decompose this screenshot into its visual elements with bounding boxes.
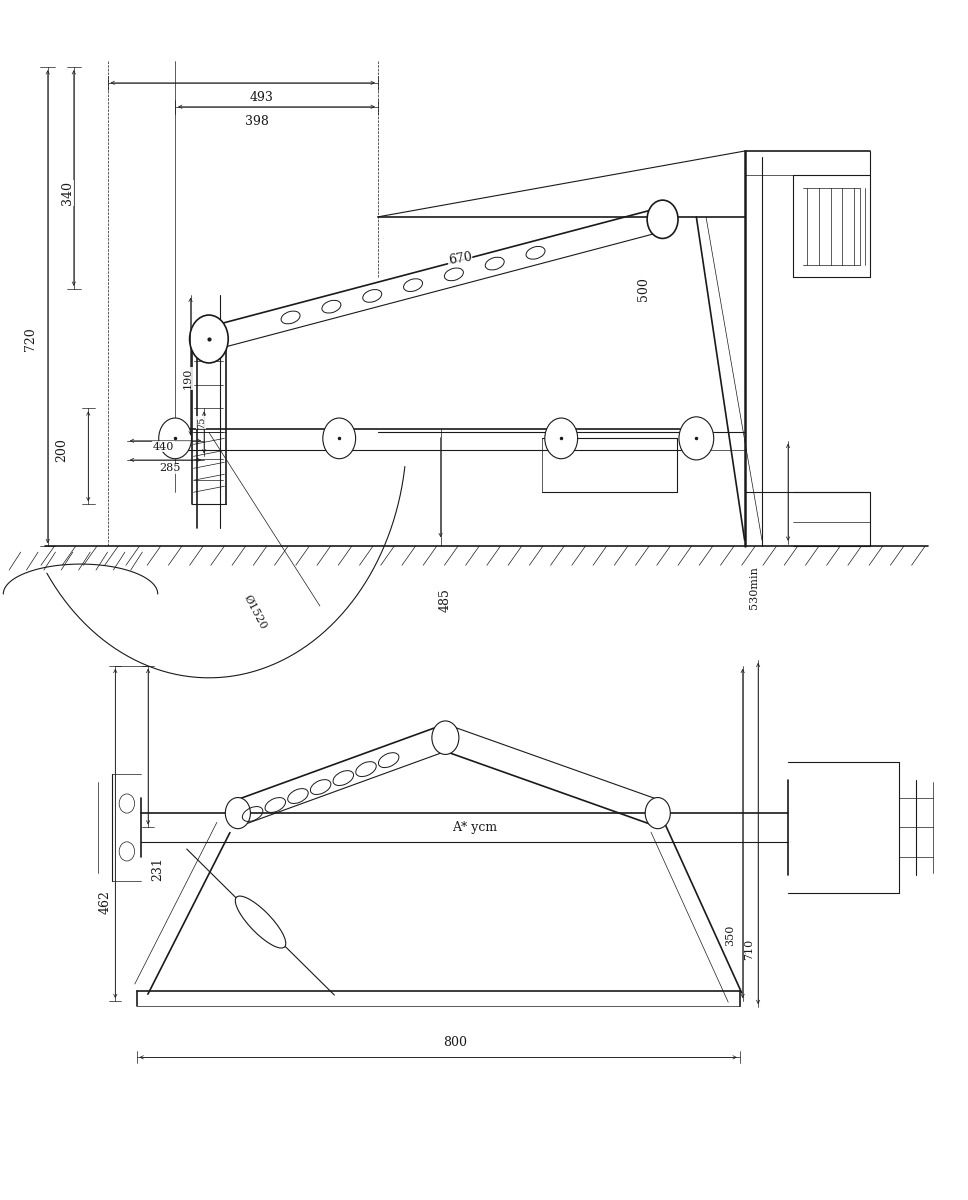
Text: 493: 493 xyxy=(250,91,274,103)
Circle shape xyxy=(646,798,670,829)
Circle shape xyxy=(648,200,678,239)
Text: 350: 350 xyxy=(725,924,735,946)
Circle shape xyxy=(432,721,459,755)
Circle shape xyxy=(679,416,713,460)
Text: 485: 485 xyxy=(439,588,452,612)
Circle shape xyxy=(545,418,578,458)
Ellipse shape xyxy=(235,896,286,948)
Text: 670: 670 xyxy=(447,251,472,268)
Circle shape xyxy=(322,418,355,458)
Text: 530min: 530min xyxy=(749,566,759,610)
Text: 231: 231 xyxy=(151,858,165,881)
Text: 500: 500 xyxy=(637,277,650,301)
Circle shape xyxy=(190,316,228,362)
Text: 340: 340 xyxy=(61,181,74,205)
Text: 398: 398 xyxy=(245,115,269,127)
Circle shape xyxy=(226,798,251,829)
Text: A* ycm: A* ycm xyxy=(452,821,497,834)
Text: 440: 440 xyxy=(153,442,174,451)
Text: 800: 800 xyxy=(443,1037,467,1050)
Text: 285: 285 xyxy=(160,463,181,473)
Text: 710: 710 xyxy=(744,938,754,960)
Circle shape xyxy=(159,418,192,458)
Text: 190: 190 xyxy=(183,368,193,389)
Text: 720: 720 xyxy=(24,328,37,350)
Text: 462: 462 xyxy=(98,889,111,913)
Text: Ø1520: Ø1520 xyxy=(242,593,268,631)
Text: 200: 200 xyxy=(55,438,68,462)
Text: 75: 75 xyxy=(197,416,205,428)
